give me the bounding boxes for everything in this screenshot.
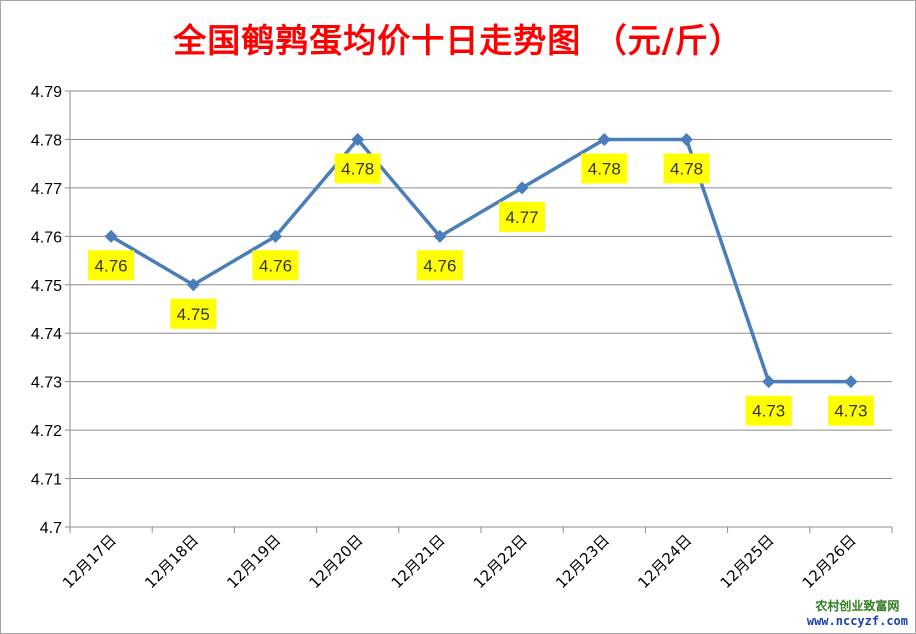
y-tick-label: 4.7 bbox=[40, 520, 62, 537]
data-label: 4.76 bbox=[423, 256, 456, 275]
data-point bbox=[597, 132, 611, 146]
data-label-box bbox=[581, 153, 628, 184]
series-line bbox=[110, 137, 851, 384]
chart-title: 全国鹌鹑蛋均价十日走势图 （元/斤） bbox=[173, 21, 743, 60]
x-tick-label: 12月23日 bbox=[552, 531, 613, 592]
x-tick-label: 12月21日 bbox=[388, 531, 449, 592]
data-label-box bbox=[252, 250, 299, 281]
x-tick-label: 12月25日 bbox=[717, 531, 778, 592]
data-label-box bbox=[499, 201, 546, 232]
x-tick-label: 12月20日 bbox=[306, 531, 367, 592]
x-tick-label: 12月24日 bbox=[634, 531, 695, 592]
x-tick-label: 12月26日 bbox=[799, 531, 860, 592]
y-tick-label: 4.79 bbox=[31, 84, 62, 101]
data-label: 4.78 bbox=[588, 159, 621, 178]
x-tick-label: 12月17日 bbox=[59, 531, 120, 592]
x-tick-label: 12月18日 bbox=[141, 531, 202, 592]
data-label: 4.78 bbox=[341, 159, 374, 178]
x-tick-label: 12月22日 bbox=[470, 531, 531, 592]
y-tick-label: 4.77 bbox=[31, 181, 62, 198]
data-label: 4.75 bbox=[177, 305, 210, 324]
data-label: 4.73 bbox=[834, 402, 867, 421]
data-point bbox=[762, 375, 776, 389]
data-point bbox=[186, 278, 200, 292]
y-tick-label: 4.71 bbox=[31, 472, 62, 489]
data-point bbox=[515, 181, 529, 195]
data-point bbox=[433, 229, 447, 243]
data-label-box bbox=[745, 395, 792, 426]
data-label-box bbox=[88, 250, 135, 281]
y-tick-label: 4.78 bbox=[31, 132, 62, 149]
data-label-box bbox=[827, 395, 874, 426]
data-point bbox=[351, 132, 365, 146]
y-tick-label: 4.75 bbox=[31, 278, 62, 295]
data-label: 4.73 bbox=[752, 402, 785, 421]
data-label-box bbox=[416, 250, 463, 281]
y-tick-label: 4.73 bbox=[31, 375, 62, 392]
data-label-box bbox=[663, 153, 710, 184]
y-tick-label: 4.72 bbox=[31, 423, 62, 440]
data-label: 4.76 bbox=[259, 256, 292, 275]
data-point bbox=[269, 229, 282, 243]
data-label: 4.76 bbox=[95, 256, 128, 275]
watermark-url: www.nccyzf.com bbox=[806, 614, 908, 628]
data-label: 4.78 bbox=[670, 159, 703, 178]
data-label: 4.77 bbox=[506, 208, 539, 227]
watermark: 农村创业致富网 www.nccyzf.com bbox=[806, 597, 908, 628]
x-tick-label: 12月19日 bbox=[223, 531, 284, 592]
data-point bbox=[844, 375, 858, 389]
data-point bbox=[680, 132, 693, 146]
data-point bbox=[104, 229, 118, 243]
y-tick-label: 4.76 bbox=[31, 229, 62, 246]
watermark-name: 农村创业致富网 bbox=[815, 599, 900, 613]
data-label-box bbox=[334, 153, 381, 184]
data-label-box bbox=[170, 298, 217, 329]
y-tick-label: 4.74 bbox=[31, 326, 62, 343]
